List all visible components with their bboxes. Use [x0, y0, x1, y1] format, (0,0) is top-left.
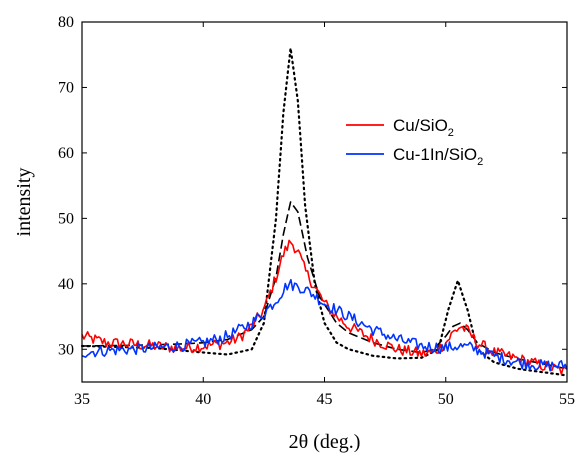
plot-series-group [80, 47, 569, 377]
y-tick-label: 30 [58, 341, 74, 358]
y-axis-ticks: 30 40 50 60 70 80 [58, 14, 567, 358]
legend-label: Cu-1In/SiO2 [393, 145, 483, 168]
x-tick-label: 40 [195, 391, 211, 408]
x-tick-label: 35 [74, 391, 90, 408]
series-line-1 [81, 278, 568, 372]
x-axis-label: 2θ (deg.) [289, 431, 361, 453]
series-line-3 [80, 47, 569, 377]
x-axis-ticks: 35 40 45 50 55 [74, 22, 575, 408]
x-tick-label: 50 [438, 391, 454, 408]
y-tick-label: 40 [58, 276, 74, 293]
y-tick-label: 80 [58, 14, 74, 31]
legend-label: Cu/SiO2 [393, 116, 454, 139]
plot-frame [81, 21, 568, 383]
x-tick-label: 55 [559, 391, 575, 408]
x-tick-label: 45 [317, 391, 333, 408]
y-tick-label: 60 [58, 145, 74, 162]
legend: Cu/SiO2 Cu-1In/SiO2 [346, 116, 483, 168]
y-tick-label: 50 [58, 210, 74, 227]
y-tick-label: 70 [58, 79, 74, 96]
y-axis-label: intensity [13, 168, 35, 237]
